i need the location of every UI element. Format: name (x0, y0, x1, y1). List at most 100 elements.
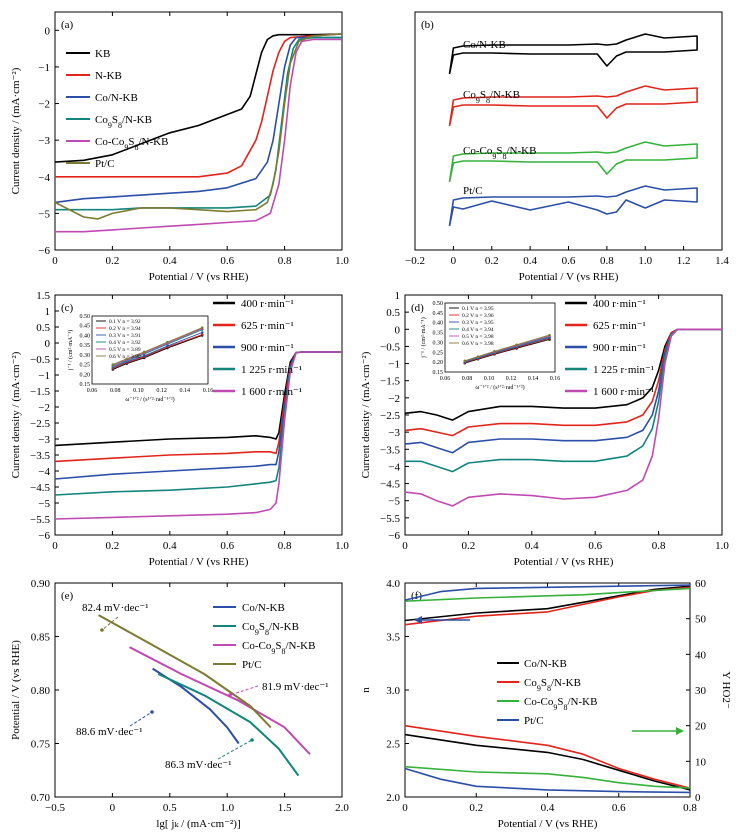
panel-a-ytick-label: 0 (45, 25, 51, 37)
panel-b-label: Co-Co9S8/N-KB (463, 145, 536, 161)
panel-d-xtick-label: 1.0 (715, 540, 729, 552)
panel-a-series-5 (54, 33, 343, 220)
panel-c-ytick-label: −5 (38, 498, 50, 510)
panel-b-xtick-label: 0.6 (562, 255, 576, 267)
panel-e-ylabel: Potential / V (vs RHE) (10, 640, 22, 740)
panel-b-xtick-label: −0.2 (405, 255, 425, 267)
panel-a-series-1 (55, 33, 343, 178)
panel-c-inset-legend-label: 0.4 V n = 3.92 (109, 340, 141, 346)
panel-d-inset-point (515, 343, 518, 347)
panel-b-label: Pt/C (463, 185, 483, 197)
panel-f-ytick-label-right: 20 (695, 721, 707, 733)
panel-c-inset-point (142, 350, 146, 354)
panel-d-inset-ylabel: j⁻¹ / (cm²·mA⁻¹) (420, 317, 427, 358)
panel-d-ytick-label: −0.5 (380, 341, 400, 353)
panel-b-xtick-label: 0.2 (485, 255, 499, 267)
panel-d-legend-label: 900 r·min⁻¹ (593, 342, 646, 354)
panel-d-inset-legend-label: 0.1 V n = 3.95 (462, 306, 494, 312)
panel-c-ytick-label: −4 (38, 466, 50, 478)
panel-f-legend-label: Co-Co9S8/N-KB (524, 696, 597, 712)
panel-c-legend-label: 625 r·min⁻¹ (241, 320, 294, 332)
panel-c-inset-ytick-label: 0.40 (80, 333, 91, 339)
panel-c-inset-ytick-label: 0.20 (80, 372, 91, 378)
panel-a-xtick-label: 0.6 (220, 255, 234, 267)
panel-d-ytick-label: 0 (395, 324, 401, 336)
panel-e-xtick-label: −0.5 (45, 802, 65, 814)
panel-d-legend-label: 1 600 r·min⁻¹ (593, 386, 654, 398)
panel-c: 0 0.2 0.4 0.6 0.8 1.01.510.50−0.5−1−1.5−2−2.5… (10, 290, 349, 568)
panel-e-annotation-arrowhead (250, 738, 254, 742)
panel-d-ytick-label: −2 (388, 393, 400, 405)
panel-a-ytick-label: −3 (38, 135, 50, 147)
panel-c-inset-xtick-label: 0.06 (87, 388, 98, 394)
panel-c-inset-point (111, 363, 115, 366)
panel-f-ytick-label: 2.5 (386, 739, 400, 751)
panel-d-inset-legend-label: 0.3 V n = 3.95 (462, 320, 494, 326)
panel-d-inset-frame (444, 302, 556, 373)
panel-c-xtick-label: 0.8 (278, 540, 292, 552)
panel-c-inset-legend-label: 0.3 V n = 3.91 (109, 333, 141, 339)
panel-e-legend-label: Co/N-KB (242, 602, 285, 614)
panel-b-cv-1 (448, 85, 698, 127)
panel-c-inset-xtick-label: 0.14 (180, 388, 191, 394)
panel-c-inset-ytick-label: 0.25 (80, 363, 91, 369)
panel-d-inset-point (548, 333, 551, 337)
panel-c-inset-legend-label: 0.1 V n = 3.92 (109, 319, 141, 325)
panel-d-inset-point (463, 359, 467, 363)
panel-c-ytick-label: −2 (38, 402, 50, 414)
panel-a-series-4 (55, 38, 342, 233)
panel-e-annotation-arrow (217, 739, 253, 760)
panel-c-inset-point (166, 340, 169, 344)
panel-d-ylabel: Current density / (mA·cm⁻²) (360, 351, 372, 478)
panel-d-inset-legend-label: 0.4 V n = 3.94 (462, 327, 494, 333)
panel-d-series-4 (404, 328, 722, 507)
panel-d-inset-point (476, 355, 480, 358)
panel-b-label: Co/N-KB (463, 39, 506, 51)
panel-c-inset-xtick-label: 0.16 (203, 388, 214, 394)
panel-a-series-2 (54, 36, 342, 204)
panel-c-ytick-label: 0.5 (36, 322, 50, 334)
panel-c-legend-label: 400 r·min⁻¹ (241, 298, 294, 310)
panel-e-annotation-arrowhead (228, 693, 232, 697)
panel-d-inset: 0.06 0.08 0.10 0.12 0.14 0.16 0.15 0.20 0.25 0.30… (420, 301, 560, 391)
panel-d-ytick-label: −3 (388, 427, 400, 439)
panel-f-ytick-label: 2.0 (386, 792, 400, 804)
panel-f-legend-label: Pt/C (524, 715, 544, 727)
panel-d-xtick-label: 0 (402, 540, 408, 552)
panel-f-xtick-label: 0 (402, 802, 408, 814)
panel-f-arrowhead-right (676, 727, 684, 735)
panel-b-xtick-label: 1.4 (715, 255, 729, 267)
panel-d-ytick-label: −3.5 (380, 444, 400, 456)
panel-f-xtick-label: 0.6 (612, 802, 626, 814)
panel-a-xtick-label: 0.4 (163, 255, 177, 267)
panel-d-inset-ytick-label: 0.35 (433, 331, 444, 337)
panel-f-arrowhead-left (414, 616, 422, 624)
panel-f-ytick-label-right: 0 (695, 792, 701, 804)
panel-c-ytick-label: −1 (38, 370, 50, 382)
panel-d-ytick-label: 1 (395, 290, 401, 302)
panel-c-ytick-label: −2.5 (30, 418, 50, 430)
panel-e-xtick-label: 2.0 (335, 802, 349, 814)
panel-e-xtick-label: 0.5 (163, 802, 177, 814)
panel-d-inset-legend-label: 0.5 V n = 3.98 (462, 334, 494, 340)
panel-c-ytick-label: −3 (38, 434, 50, 446)
panel-e-annotation-arrowhead (100, 628, 104, 632)
panel-f-ytick-label-right: 10 (695, 756, 707, 768)
panel-c-inset-xtick-label: 0.12 (156, 388, 167, 394)
panel-b: −0.2 0 0.2 0.4 0.6 0.8 1.0 1.2 1.4 Potential / V … (405, 11, 729, 283)
panel-a-ytick-label: −5 (38, 208, 50, 220)
panel-d: 0 0.2 0.4 0.6 0.8 1.010.50−0.5−1−1.5−2−2.5−3−… (360, 290, 729, 568)
panel-b-tag: (b) (421, 19, 434, 31)
panel-a-ytick-label: −6 (38, 245, 50, 257)
panel-a-xtick-label: 1.0 (335, 255, 349, 267)
panel-d-ytick-label: −4.5 (380, 479, 400, 491)
panel-e-ytick-label: 0.70 (31, 792, 51, 804)
panel-c-inset-xtick-label: 0.08 (110, 388, 121, 394)
panel-e-xtick-label: 1.5 (278, 802, 292, 814)
panel-d-inset-xtick-label: 0.06 (440, 376, 451, 382)
panel-c-ytick-label: −3.5 (30, 450, 50, 462)
panel-b-label: Co9S8/N-KB (463, 89, 520, 105)
panel-e-legend-label: Co-Co9S8/N-KB (242, 640, 315, 656)
panel-c-ytick-label: 1.5 (36, 290, 50, 302)
